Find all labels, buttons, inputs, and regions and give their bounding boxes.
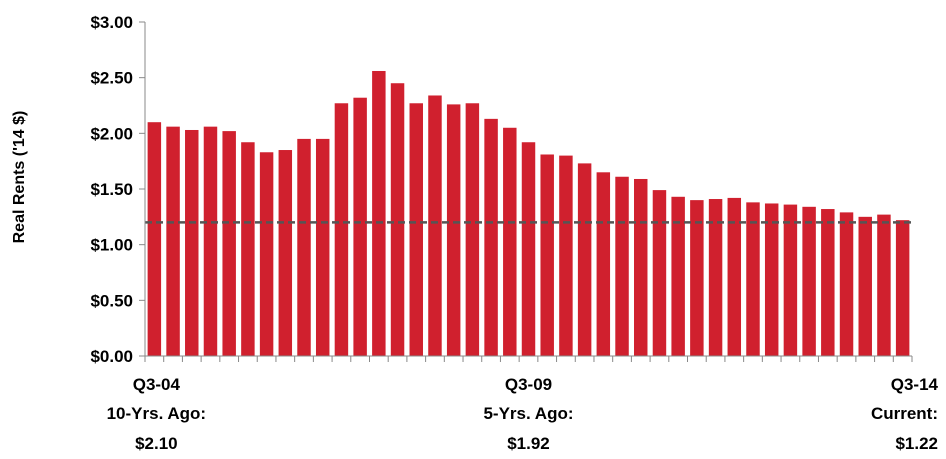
bar bbox=[802, 206, 816, 356]
bar bbox=[839, 212, 854, 356]
bar bbox=[297, 138, 311, 356]
bar bbox=[334, 103, 349, 357]
bar bbox=[147, 122, 162, 356]
bar bbox=[596, 172, 611, 356]
bar bbox=[540, 154, 554, 356]
bar bbox=[241, 142, 255, 356]
bar bbox=[353, 97, 367, 357]
bar bbox=[446, 104, 461, 356]
bar bbox=[708, 199, 723, 356]
y-tick-label: $2.00 bbox=[90, 124, 133, 143]
bar bbox=[222, 131, 236, 356]
bar bbox=[409, 103, 423, 357]
bar bbox=[559, 155, 573, 356]
bar bbox=[690, 200, 704, 356]
bar bbox=[764, 203, 779, 356]
x-marker-value: $2.10 bbox=[135, 434, 178, 453]
bar bbox=[615, 176, 629, 356]
bars-group bbox=[147, 70, 910, 357]
bar bbox=[877, 214, 891, 356]
bar bbox=[727, 197, 742, 356]
bar bbox=[166, 126, 180, 357]
y-tick-label: $3.00 bbox=[90, 13, 133, 32]
bar bbox=[634, 178, 648, 356]
y-tick-label: $0.50 bbox=[90, 291, 133, 310]
bar bbox=[783, 204, 798, 356]
bar bbox=[503, 127, 517, 357]
x-tick-label: Q3-09 bbox=[505, 375, 552, 394]
y-tick-label: $2.50 bbox=[90, 69, 133, 88]
x-tick-label: Q3-04 bbox=[133, 375, 181, 394]
bar bbox=[577, 163, 592, 356]
bar bbox=[895, 220, 910, 356]
bar bbox=[484, 118, 498, 356]
x-tick-label: Q3-14 bbox=[891, 375, 939, 394]
x-axis-labels: Q3-04 10-Yrs. Ago: $2.10 Q3-09 5-Yrs. Ago: $1… bbox=[107, 375, 939, 453]
y-tick-labels: $0.00 $0.50 $1.00 $1.50 $2.00 $2.50 $3.00 bbox=[90, 13, 133, 366]
x-marker-caption: Current: bbox=[871, 404, 938, 423]
x-marker-value: $1.92 bbox=[507, 434, 550, 453]
bar bbox=[185, 129, 199, 356]
bar bbox=[746, 202, 760, 356]
y-tick-label: $1.00 bbox=[90, 236, 133, 255]
bar bbox=[203, 126, 218, 357]
y-tick-label: $0.00 bbox=[90, 347, 133, 366]
x-marker-caption: 5-Yrs. Ago: bbox=[483, 404, 573, 423]
bar bbox=[372, 70, 386, 357]
x-marker-caption: 10-Yrs. Ago: bbox=[107, 404, 207, 423]
bar bbox=[465, 103, 480, 357]
y-tick-label: $1.50 bbox=[90, 180, 133, 199]
bar bbox=[428, 95, 442, 356]
y-axis-label: Real Rents ('14 $) bbox=[11, 111, 28, 244]
bar bbox=[652, 190, 667, 356]
bar bbox=[858, 216, 872, 356]
bar bbox=[821, 209, 835, 356]
bar bbox=[521, 142, 536, 356]
bar bbox=[278, 150, 293, 356]
axes-group bbox=[139, 21, 913, 362]
bar bbox=[259, 152, 274, 356]
bar bbox=[390, 83, 405, 356]
x-marker-value: $1.22 bbox=[895, 434, 938, 453]
bar bbox=[315, 138, 330, 356]
bar bbox=[671, 196, 685, 356]
